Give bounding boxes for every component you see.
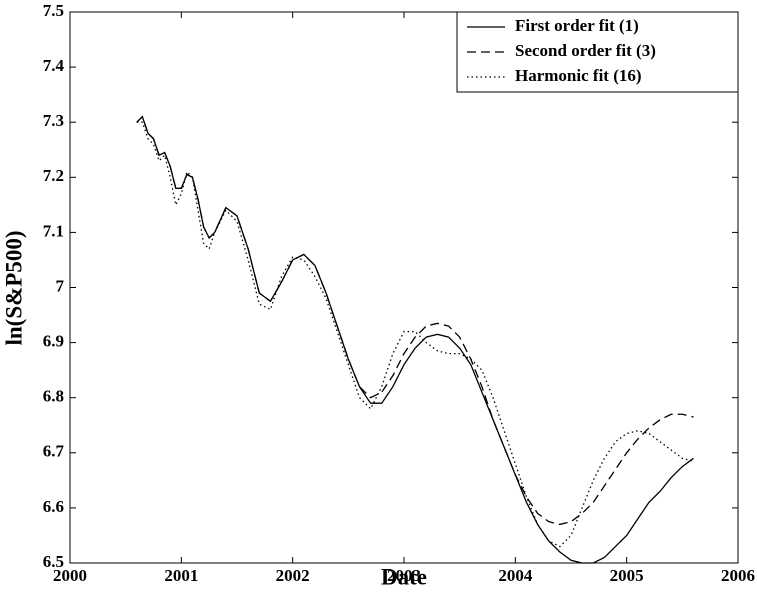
- y-tick-label: 7.2: [43, 166, 64, 185]
- y-tick-label: 6.6: [43, 497, 64, 516]
- series-line: [136, 115, 694, 564]
- y-tick-label: 6.8: [43, 387, 64, 406]
- y-tick-label: 7.1: [43, 221, 64, 240]
- legend-label: Second order fit (3): [515, 41, 656, 60]
- x-tick-label: 2000: [53, 566, 87, 585]
- y-tick-label: 6.9: [43, 332, 64, 351]
- legend-label: First order fit (1): [515, 16, 639, 35]
- series-line: [136, 115, 694, 526]
- legend-label: Harmonic fit (16): [515, 66, 642, 85]
- series-line: [136, 121, 694, 548]
- y-tick-label: 7.4: [43, 56, 65, 75]
- x-tick-label: 2006: [721, 566, 755, 585]
- y-tick-label: 7: [56, 276, 65, 295]
- x-axis-label: Date: [381, 564, 427, 589]
- y-tick-label: 7.5: [43, 1, 64, 20]
- x-tick-label: 2002: [276, 566, 310, 585]
- x-tick-label: 2003: [387, 566, 421, 585]
- y-axis-label: ln(S&P500): [1, 231, 26, 346]
- x-tick-label: 2001: [164, 566, 198, 585]
- y-tick-label: 7.3: [43, 111, 64, 130]
- y-tick-label: 6.5: [43, 552, 64, 571]
- x-tick-label: 2005: [610, 566, 644, 585]
- plot-frame: [69, 11, 739, 564]
- x-tick-label: 2004: [498, 566, 533, 585]
- y-tick-label: 6.7: [43, 442, 65, 461]
